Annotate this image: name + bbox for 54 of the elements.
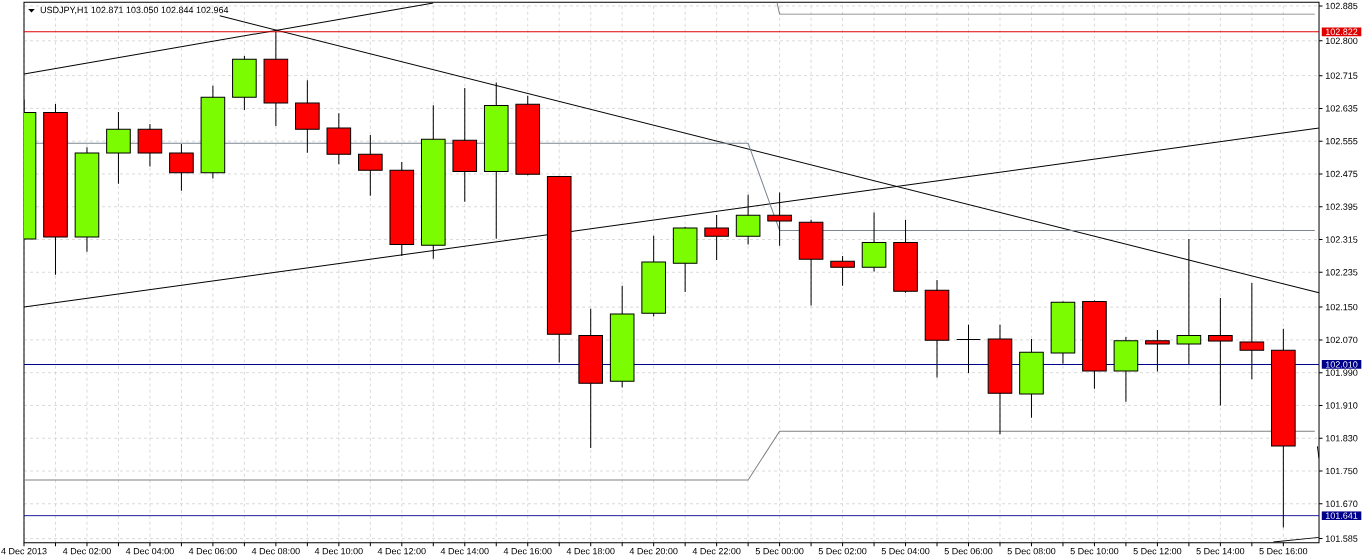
x-tick-label: 4 Dec 18:00	[566, 547, 615, 555]
y-tick-label: 101.990	[1325, 369, 1358, 376]
chart-title: USDJPY,H1 102.871 103.050 102.844 102.964	[40, 6, 229, 15]
candlestick	[358, 134, 383, 197]
y-tick-label: 102.635	[1325, 105, 1358, 112]
x-tick-label: 5 Dec 10:00	[1070, 547, 1119, 555]
ref-line-label: 101.641	[1325, 512, 1358, 519]
x-tick-label: 5 Dec 00:00	[755, 547, 804, 555]
candlestick	[1239, 282, 1265, 380]
candlestick	[704, 214, 729, 261]
x-tick-label: 4 Dec 02:00	[62, 547, 111, 555]
y-tick-label: 102.150	[1325, 303, 1358, 311]
y-tick-label: 102.800	[1325, 37, 1358, 44]
x-tick-label: 4 Dec 22:00	[692, 547, 741, 555]
x-tick-label: 4 Dec 14:00	[440, 547, 489, 555]
y-tick-label: 101.585	[1325, 535, 1358, 542]
x-tick-label: 5 Dec 02:00	[818, 547, 867, 555]
x-tick-label: 4 Dec 10:00	[314, 547, 363, 555]
x-tick-label: 5 Dec 12:00	[1133, 547, 1182, 555]
x-tick-label: 5 Dec 08:00	[1007, 547, 1056, 555]
y-tick-label: 101.910	[1325, 402, 1358, 409]
candlestick	[137, 123, 163, 168]
y-tick-label: 102.070	[1325, 336, 1358, 344]
x-tick-label: 5 Dec 14:00	[1196, 547, 1245, 555]
ref-line-label: 102.010	[1325, 361, 1358, 368]
y-tick-label: 101.830	[1325, 435, 1358, 442]
candlestick	[735, 194, 761, 245]
x-tick-label: 5 Dec 16:00	[1259, 547, 1308, 555]
x-tick-label: 4 Dec 12:00	[377, 547, 426, 555]
y-tick-label: 102.715	[1325, 72, 1358, 79]
x-tick-label: 5 Dec 06:00	[944, 547, 993, 555]
candlestick	[1145, 329, 1170, 372]
candlestick	[169, 143, 194, 192]
y-tick-label: 102.395	[1325, 203, 1358, 210]
y-tick-label: 101.670	[1325, 500, 1358, 507]
x-tick-label: 4 Dec 2013	[1, 547, 47, 555]
ref-line-label: 102.822	[1325, 28, 1358, 35]
x-tick-label: 4 Dec 20:00	[629, 547, 678, 555]
x-tick-label: 5 Dec 04:00	[881, 547, 930, 555]
candlestick	[767, 191, 792, 247]
candlestick	[1208, 297, 1233, 406]
candlestick	[106, 111, 131, 185]
x-tick-label: 4 Dec 08:00	[251, 547, 300, 555]
x-tick-label: 4 Dec 04:00	[125, 547, 174, 555]
y-tick-label: 102.885	[1325, 2, 1358, 10]
y-tick-label: 101.750	[1325, 467, 1358, 475]
y-tick-label: 102.235	[1325, 269, 1358, 276]
x-tick-label: 4 Dec 06:00	[188, 547, 237, 555]
x-tick-label: 4 Dec 16:00	[503, 547, 552, 555]
candlestick	[956, 324, 981, 374]
candlestick	[830, 255, 855, 287]
y-tick-label: 102.555	[1325, 138, 1358, 145]
y-tick-label: 102.315	[1325, 236, 1358, 243]
y-tick-label: 102.475	[1325, 170, 1358, 178]
